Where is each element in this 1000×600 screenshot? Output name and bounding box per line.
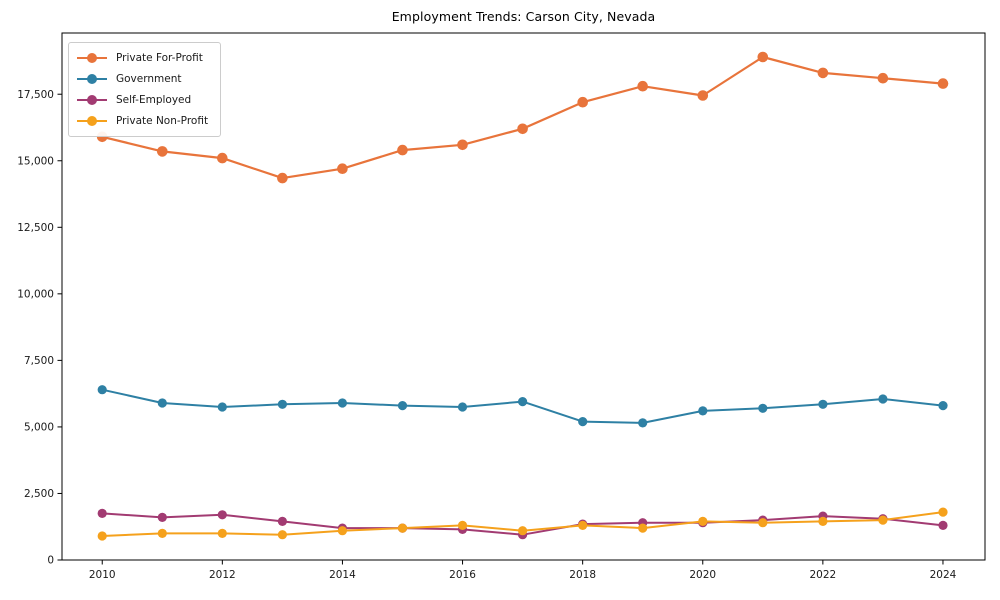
x-tick-label: 2016 <box>449 569 476 581</box>
data-point-private-non-profit <box>277 530 287 540</box>
x-tick-label: 2022 <box>809 569 836 581</box>
legend-item-private-non-profit: Private Non-Profit <box>77 113 208 129</box>
x-tick-label: 2020 <box>689 569 716 581</box>
legend-dot-sample <box>87 95 97 105</box>
plot-frame <box>61 32 986 561</box>
data-point-private-for-profit <box>757 51 769 63</box>
y-tick-label: 5,000 <box>24 422 54 434</box>
data-point-government <box>457 402 468 412</box>
data-point-self-employed <box>938 520 948 531</box>
series-line-government <box>101 388 944 424</box>
data-point-private-for-profit <box>397 144 408 156</box>
x-tick-label: 2010 <box>89 569 116 581</box>
data-point-self-employed <box>157 512 167 523</box>
x-tick-label: 2024 <box>930 569 957 581</box>
data-point-government <box>758 403 768 413</box>
series-line-private-for-profit <box>101 55 945 180</box>
legend-item-self-employed: Self-Employed <box>77 92 208 108</box>
data-point-private-non-profit <box>938 507 948 517</box>
data-point-private-for-profit <box>457 139 468 151</box>
x-tick-label: 2012 <box>209 569 236 581</box>
legend: Private For-Profit Government Self-Employe… <box>68 42 222 137</box>
data-point-government <box>217 402 227 412</box>
private-non-profit-legend-marker-icon <box>77 115 107 127</box>
data-point-government <box>878 394 888 404</box>
data-point-private-non-profit <box>397 523 408 533</box>
x-tick-label: 2014 <box>329 569 356 581</box>
y-tick-label: 7,500 <box>24 355 54 367</box>
data-point-government <box>277 399 287 409</box>
y-tick-label: 0 <box>47 555 54 567</box>
y-tick-label: 15,000 <box>17 155 54 167</box>
data-point-government <box>818 399 828 409</box>
data-point-private-non-profit <box>457 520 468 531</box>
data-point-self-employed <box>277 516 287 527</box>
government-legend-marker-icon <box>77 73 107 85</box>
data-point-private-non-profit <box>818 516 828 527</box>
data-point-private-for-profit <box>157 146 168 157</box>
data-point-government <box>397 401 408 411</box>
data-point-private-for-profit <box>277 172 288 184</box>
data-point-private-for-profit <box>937 78 949 89</box>
data-point-private-for-profit <box>877 72 889 84</box>
data-point-private-non-profit <box>217 528 227 539</box>
data-point-private-for-profit <box>217 152 228 164</box>
legend-item-private-for-profit: Private For-Profit <box>77 50 208 66</box>
data-point-private-non-profit <box>578 520 588 531</box>
data-point-private-non-profit <box>337 526 347 536</box>
legend-dot-sample <box>87 74 97 84</box>
data-point-private-for-profit <box>517 123 528 135</box>
y-tick-label: 2,500 <box>24 488 54 500</box>
y-tick-label: 12,500 <box>17 222 54 234</box>
data-point-private-for-profit <box>577 96 588 108</box>
data-point-government <box>938 401 948 411</box>
legend-item-government: Government <box>77 71 208 87</box>
data-point-private-for-profit <box>637 80 648 92</box>
data-point-government <box>638 418 648 428</box>
legend-dot-sample <box>87 116 97 126</box>
chart-title: Employment Trends: Carson City, Nevada <box>391 9 656 24</box>
private-for-profit-legend-marker-icon <box>77 52 107 64</box>
data-point-self-employed <box>217 510 227 520</box>
legend-dot-sample <box>87 53 97 63</box>
self-employed-legend-marker-icon <box>77 94 107 106</box>
data-point-private-for-profit <box>817 67 829 79</box>
legend-label: Private For-Profit <box>116 52 203 64</box>
x-tick-label: 2018 <box>569 569 596 581</box>
data-point-private-non-profit <box>758 518 768 528</box>
data-point-private-for-profit <box>697 90 709 101</box>
y-tick-label: 10,000 <box>17 289 54 301</box>
data-point-private-non-profit <box>157 528 167 539</box>
data-point-private-non-profit <box>698 516 708 527</box>
data-point-government <box>578 417 588 427</box>
legend-label: Government <box>116 73 182 85</box>
data-point-government <box>698 406 708 416</box>
y-tick-label: 17,500 <box>17 89 54 101</box>
data-point-self-employed <box>97 508 107 518</box>
data-point-private-non-profit <box>97 531 107 541</box>
data-point-private-non-profit <box>878 515 888 525</box>
legend-label: Private Non-Profit <box>116 115 209 127</box>
data-point-private-for-profit <box>337 163 348 174</box>
data-point-private-non-profit <box>638 523 648 533</box>
legend-label: Self-Employed <box>116 94 192 106</box>
data-point-government <box>518 397 528 407</box>
data-point-government <box>97 385 107 395</box>
data-point-government <box>157 398 167 408</box>
data-point-private-non-profit <box>518 526 528 536</box>
data-point-government <box>337 398 347 408</box>
